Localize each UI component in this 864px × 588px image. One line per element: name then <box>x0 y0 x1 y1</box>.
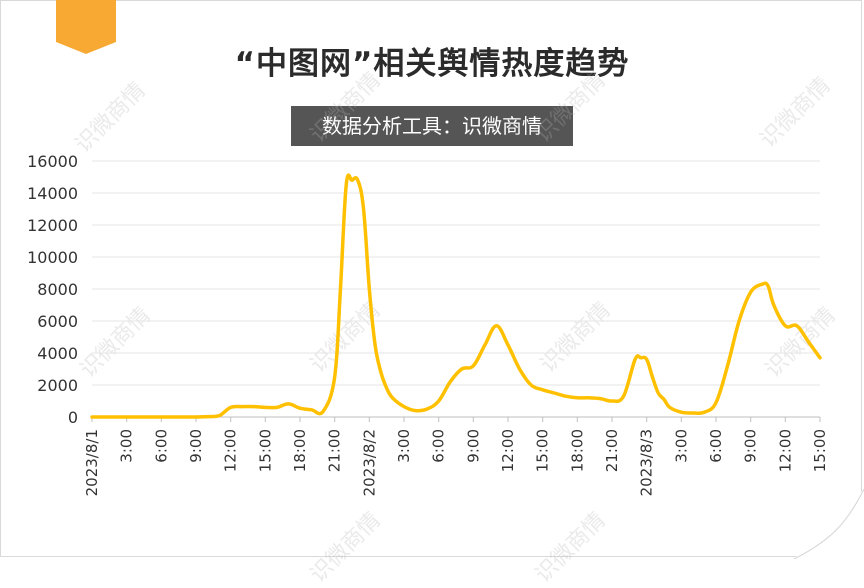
y-tick-label: 2000 <box>37 376 78 395</box>
x-axis: 2023/8/1 3:00 6:00 9:00 12:00 15:00 18:00 21:00… <box>83 417 829 496</box>
x-tick-label: 6:00 <box>430 429 448 463</box>
x-tick-label: 21:00 <box>326 429 344 472</box>
x-tick-label: 12:00 <box>499 429 517 472</box>
x-tick-label: 9:00 <box>187 429 205 463</box>
page-curl-decoration <box>794 489 864 559</box>
x-tick-label: 9:00 <box>464 429 482 463</box>
y-tick-label: 12000 <box>27 216 78 235</box>
y-tick-label: 8000 <box>37 280 78 299</box>
x-tick-label: 15:00 <box>534 429 552 472</box>
y-tick-label: 14000 <box>27 184 78 203</box>
x-tick-label: 21:00 <box>603 429 621 472</box>
y-tick-label: 6000 <box>37 312 78 331</box>
chart-subtitle: 数据分析工具：识微商情 <box>291 106 573 146</box>
x-tick-label: 2023/8/3 <box>638 429 656 496</box>
y-tick-label: 0 <box>68 408 78 427</box>
x-tick-label: 9:00 <box>742 429 760 463</box>
y-tick-label: 10000 <box>27 248 78 267</box>
chart-title: “中图网”相关舆情热度趋势 <box>234 46 630 82</box>
y-axis: 0 2000 4000 6000 8000 10000 12000 14000 16000 <box>27 152 78 427</box>
x-tick-label: 3:00 <box>672 429 690 463</box>
series-line <box>90 173 822 419</box>
x-tick-label: 15:00 <box>811 429 829 472</box>
x-tick-label: 12:00 <box>776 429 794 472</box>
gridlines <box>92 160 820 418</box>
x-tick-label: 3:00 <box>118 429 136 463</box>
x-tick-label: 6:00 <box>707 429 725 463</box>
x-tick-label: 12:00 <box>222 429 240 472</box>
x-tick-label: 18:00 <box>291 429 309 472</box>
ribbon-decoration <box>56 0 116 54</box>
x-tick-label: 15:00 <box>256 429 274 472</box>
x-tick-label: 3:00 <box>395 429 413 463</box>
x-tick-label: 2023/8/1 <box>83 429 101 496</box>
x-tick-label: 2023/8/2 <box>360 429 378 496</box>
line-chart: 0 2000 4000 6000 8000 10000 12000 14000 16000 20… <box>27 152 829 496</box>
series <box>90 173 822 419</box>
y-tick-label: 16000 <box>27 152 78 171</box>
chart-frame <box>0 0 862 557</box>
x-tick-label: 6:00 <box>152 429 170 463</box>
x-tick-label: 18:00 <box>568 429 586 472</box>
y-tick-label: 4000 <box>37 344 78 363</box>
